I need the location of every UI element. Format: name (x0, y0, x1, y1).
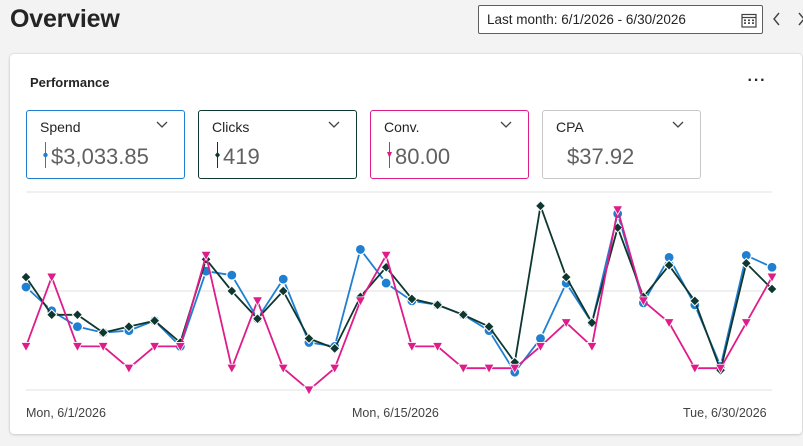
data-point-conv-18 (457, 363, 469, 375)
x-axis-label-mid: Mon, 6/15/2026 (352, 406, 439, 420)
data-point-conv-16 (406, 342, 418, 353)
data-point-clicks-11 (277, 285, 289, 297)
data-point-conv-14 (354, 296, 367, 307)
data-point-clicks-1 (20, 271, 32, 283)
data-point-conv-25 (637, 296, 650, 307)
kpi-value: $3,033.85 (51, 144, 149, 169)
kpi-value: 419 (223, 144, 260, 169)
data-point-conv-9 (226, 363, 238, 375)
chevron-right-icon[interactable] (795, 9, 803, 29)
data-point-conv-2 (46, 272, 58, 283)
data-point-conv-15 (380, 250, 392, 262)
data-point-conv-7 (174, 342, 187, 353)
chevron-down-icon[interactable] (500, 121, 512, 129)
data-point-clicks-4 (97, 326, 109, 339)
date-range-text: Last month: 6/1/2026 - 6/30/2026 (487, 12, 686, 27)
data-point-clicks-17 (431, 299, 444, 311)
data-point-clicks-13 (328, 342, 341, 355)
data-point-spend-15 (380, 277, 392, 289)
chevron-down-icon[interactable] (672, 121, 684, 129)
data-point-clicks-12 (303, 332, 315, 345)
data-point-conv-3 (71, 342, 84, 353)
data-point-conv-6 (148, 342, 161, 353)
data-point-conv-29 (740, 318, 752, 329)
kpi-label: Clicks (212, 119, 250, 135)
kpi-value: $37.92 (567, 144, 635, 169)
series-line-conv (25, 208, 773, 391)
kpi-conversions[interactable]: Conv. 80.00 (370, 110, 529, 179)
series-marker-icon (215, 142, 220, 168)
kpi-cpa[interactable]: CPA $37.92 (542, 110, 701, 179)
data-point-clicks-9 (226, 285, 238, 297)
data-point-conv-17 (431, 342, 444, 353)
data-point-clicks-2 (46, 309, 58, 321)
data-point-conv-5 (123, 363, 135, 375)
data-point-conv-20 (509, 363, 521, 375)
data-point-clicks-23 (586, 316, 598, 329)
data-point-clicks-3 (71, 309, 84, 321)
data-point-clicks-21 (534, 200, 547, 212)
card-title: Performance (30, 75, 110, 90)
date-range-picker[interactable]: Last month: 6/1/2026 - 6/30/2026 (478, 5, 763, 34)
kpi-label: Spend (40, 119, 81, 135)
data-point-conv-24 (611, 205, 624, 216)
kpi-label: CPA (556, 119, 584, 135)
page-title: Overview (10, 5, 120, 33)
data-point-conv-4 (97, 342, 109, 353)
data-point-clicks-19 (483, 320, 495, 333)
chevron-down-icon[interactable] (156, 121, 168, 129)
calendar-icon (741, 13, 757, 28)
data-point-conv-12 (303, 385, 315, 396)
data-point-conv-22 (560, 318, 572, 329)
data-point-clicks-10 (251, 313, 264, 325)
kpi-spend[interactable]: Spend $3,033.85 (26, 110, 185, 179)
data-point-conv-1 (20, 342, 32, 353)
data-point-spend-3 (71, 321, 84, 333)
data-point-conv-26 (663, 318, 675, 329)
data-point-conv-27 (689, 363, 701, 375)
x-axis-label-end: Tue, 6/30/2026 (683, 406, 767, 420)
kpi-clicks[interactable]: Clicks 419 (198, 110, 357, 179)
data-point-clicks-29 (740, 257, 752, 269)
data-point-spend-30 (766, 261, 778, 273)
data-point-conv-10 (251, 296, 264, 307)
data-point-clicks-22 (560, 271, 572, 283)
data-point-conv-13 (329, 363, 341, 375)
data-point-spend-9 (226, 269, 238, 281)
data-point-clicks-30 (766, 283, 778, 295)
data-point-clicks-16 (406, 293, 418, 305)
series-line-spend (25, 212, 773, 374)
chevron-left-icon[interactable] (770, 9, 784, 29)
data-point-conv-28 (714, 363, 727, 375)
kpi-value: 80.00 (395, 144, 451, 169)
data-point-conv-30 (766, 272, 778, 283)
series-marker-icon (43, 142, 48, 168)
data-point-conv-11 (277, 363, 289, 375)
data-point-conv-8 (200, 250, 212, 262)
data-point-clicks-5 (123, 320, 135, 333)
data-point-conv-19 (483, 363, 495, 375)
series-line-clicks (25, 204, 773, 372)
kpi-label: Conv. (384, 119, 420, 135)
x-axis-label-start: Mon, 6/1/2026 (26, 406, 106, 420)
data-point-clicks-27 (689, 295, 701, 307)
data-point-clicks-26 (663, 259, 675, 271)
performance-card: Performance ··· Spend $3,033.85 Clicks 4… (10, 54, 802, 434)
data-point-clicks-6 (148, 314, 161, 327)
chevron-down-icon[interactable] (328, 121, 340, 129)
data-point-spend-11 (277, 273, 289, 285)
data-point-conv-21 (534, 342, 547, 353)
data-point-conv-23 (586, 342, 598, 353)
series-marker-icon (387, 142, 392, 168)
more-options-button[interactable]: ··· (747, 72, 767, 89)
data-point-spend-14 (354, 243, 367, 256)
data-point-clicks-18 (457, 309, 470, 321)
performance-line-chart (20, 191, 778, 396)
